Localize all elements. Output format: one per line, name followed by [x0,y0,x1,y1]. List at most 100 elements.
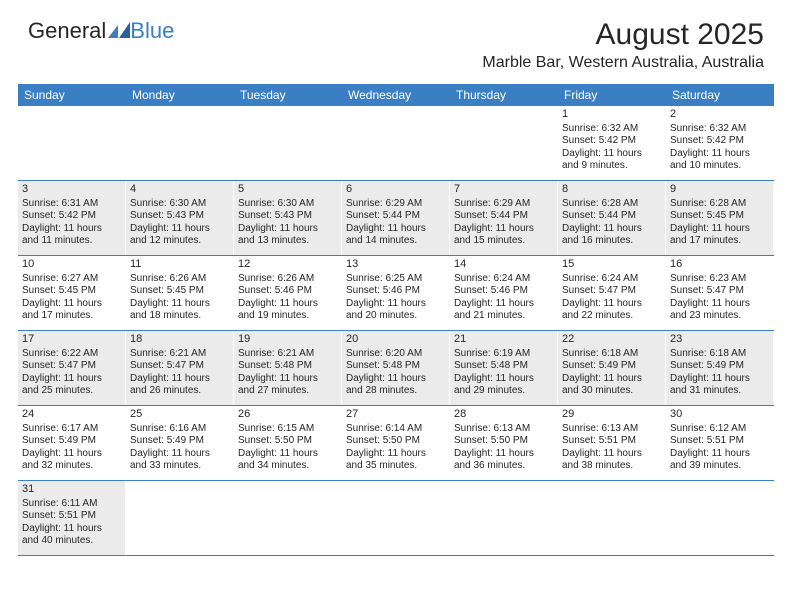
calendar: SundayMondayTuesdayWednesdayThursdayFrid… [18,84,774,556]
cell-sunrise: Sunrise: 6:12 AM [670,423,769,436]
day-number: 7 [454,183,553,197]
empty-cell [126,106,234,180]
day-header: Monday [126,84,234,106]
empty-cell [558,481,666,555]
day-header: Saturday [666,84,774,106]
cell-day2: and 20 minutes. [346,310,445,323]
day-number: 12 [238,258,337,272]
cell-sunset: Sunset: 5:49 PM [22,435,121,448]
cell-sunrise: Sunrise: 6:24 AM [562,273,661,286]
logo-sail-icon [108,18,130,44]
cell-day1: Daylight: 11 hours [454,448,553,461]
header: General Blue August 2025 Marble Bar, Wes… [0,0,792,78]
cell-day2: and 10 minutes. [670,160,769,173]
cell-sunrise: Sunrise: 6:26 AM [130,273,229,286]
cell-sunset: Sunset: 5:49 PM [130,435,229,448]
week-row: 10Sunrise: 6:27 AMSunset: 5:45 PMDayligh… [18,256,774,331]
cell-day2: and 13 minutes. [238,235,337,248]
cell-sunrise: Sunrise: 6:29 AM [454,198,553,211]
day-number: 10 [22,258,121,272]
day-cell: 1Sunrise: 6:32 AMSunset: 5:42 PMDaylight… [558,106,666,180]
day-cell: 10Sunrise: 6:27 AMSunset: 5:45 PMDayligh… [18,256,126,330]
cell-sunset: Sunset: 5:49 PM [562,360,661,373]
cell-sunrise: Sunrise: 6:16 AM [130,423,229,436]
cell-day2: and 27 minutes. [238,385,337,398]
empty-cell [234,106,342,180]
cell-sunset: Sunset: 5:44 PM [454,210,553,223]
day-cell: 21Sunrise: 6:19 AMSunset: 5:48 PMDayligh… [450,331,558,405]
day-number: 16 [670,258,769,272]
day-cell: 17Sunrise: 6:22 AMSunset: 5:47 PMDayligh… [18,331,126,405]
day-number: 19 [238,333,337,347]
cell-sunrise: Sunrise: 6:18 AM [562,348,661,361]
cell-sunset: Sunset: 5:44 PM [562,210,661,223]
day-number: 30 [670,408,769,422]
cell-day1: Daylight: 11 hours [130,223,229,236]
cell-sunrise: Sunrise: 6:21 AM [130,348,229,361]
cell-sunset: Sunset: 5:46 PM [346,285,445,298]
cell-day2: and 17 minutes. [22,310,121,323]
cell-day2: and 38 minutes. [562,460,661,473]
day-number: 2 [670,108,769,122]
cell-day2: and 18 minutes. [130,310,229,323]
cell-sunrise: Sunrise: 6:21 AM [238,348,337,361]
day-number: 14 [454,258,553,272]
cell-day1: Daylight: 11 hours [346,223,445,236]
day-cell: 28Sunrise: 6:13 AMSunset: 5:50 PMDayligh… [450,406,558,480]
cell-sunrise: Sunrise: 6:23 AM [670,273,769,286]
logo: General Blue [28,18,174,44]
cell-sunrise: Sunrise: 6:28 AM [670,198,769,211]
cell-sunrise: Sunrise: 6:15 AM [238,423,337,436]
empty-cell [18,106,126,180]
page-title: August 2025 [482,18,764,52]
cell-sunset: Sunset: 5:47 PM [22,360,121,373]
cell-day1: Daylight: 11 hours [130,448,229,461]
empty-cell [450,481,558,555]
day-number: 13 [346,258,445,272]
cell-sunrise: Sunrise: 6:29 AM [346,198,445,211]
cell-sunset: Sunset: 5:51 PM [670,435,769,448]
cell-day2: and 17 minutes. [670,235,769,248]
cell-day1: Daylight: 11 hours [562,148,661,161]
cell-sunrise: Sunrise: 6:30 AM [130,198,229,211]
day-cell: 20Sunrise: 6:20 AMSunset: 5:48 PMDayligh… [342,331,450,405]
day-cell: 23Sunrise: 6:18 AMSunset: 5:49 PMDayligh… [666,331,774,405]
cell-day2: and 11 minutes. [22,235,121,248]
day-cell: 19Sunrise: 6:21 AMSunset: 5:48 PMDayligh… [234,331,342,405]
day-cell: 26Sunrise: 6:15 AMSunset: 5:50 PMDayligh… [234,406,342,480]
cell-sunset: Sunset: 5:46 PM [238,285,337,298]
cell-sunset: Sunset: 5:48 PM [454,360,553,373]
week-row: 17Sunrise: 6:22 AMSunset: 5:47 PMDayligh… [18,331,774,406]
day-cell: 8Sunrise: 6:28 AMSunset: 5:44 PMDaylight… [558,181,666,255]
day-header: Thursday [450,84,558,106]
day-cell: 6Sunrise: 6:29 AMSunset: 5:44 PMDaylight… [342,181,450,255]
day-cell: 30Sunrise: 6:12 AMSunset: 5:51 PMDayligh… [666,406,774,480]
cell-day2: and 31 minutes. [670,385,769,398]
logo-blue: Blue [130,18,174,44]
cell-sunrise: Sunrise: 6:27 AM [22,273,121,286]
cell-sunset: Sunset: 5:47 PM [670,285,769,298]
day-number: 24 [22,408,121,422]
cell-sunset: Sunset: 5:44 PM [346,210,445,223]
cell-sunrise: Sunrise: 6:18 AM [670,348,769,361]
cell-sunset: Sunset: 5:50 PM [346,435,445,448]
empty-cell [666,481,774,555]
cell-day2: and 30 minutes. [562,385,661,398]
cell-day1: Daylight: 11 hours [22,448,121,461]
cell-sunrise: Sunrise: 6:13 AM [562,423,661,436]
day-cell: 4Sunrise: 6:30 AMSunset: 5:43 PMDaylight… [126,181,234,255]
day-cell: 5Sunrise: 6:30 AMSunset: 5:43 PMDaylight… [234,181,342,255]
day-number: 27 [346,408,445,422]
day-cell: 7Sunrise: 6:29 AMSunset: 5:44 PMDaylight… [450,181,558,255]
day-number: 23 [670,333,769,347]
cell-day1: Daylight: 11 hours [130,298,229,311]
cell-day1: Daylight: 11 hours [562,373,661,386]
day-number: 28 [454,408,553,422]
cell-sunrise: Sunrise: 6:13 AM [454,423,553,436]
day-cell: 22Sunrise: 6:18 AMSunset: 5:49 PMDayligh… [558,331,666,405]
cell-day1: Daylight: 11 hours [670,298,769,311]
day-number: 4 [130,183,229,197]
day-cell: 25Sunrise: 6:16 AMSunset: 5:49 PMDayligh… [126,406,234,480]
day-cell: 2Sunrise: 6:32 AMSunset: 5:42 PMDaylight… [666,106,774,180]
day-cell: 24Sunrise: 6:17 AMSunset: 5:49 PMDayligh… [18,406,126,480]
